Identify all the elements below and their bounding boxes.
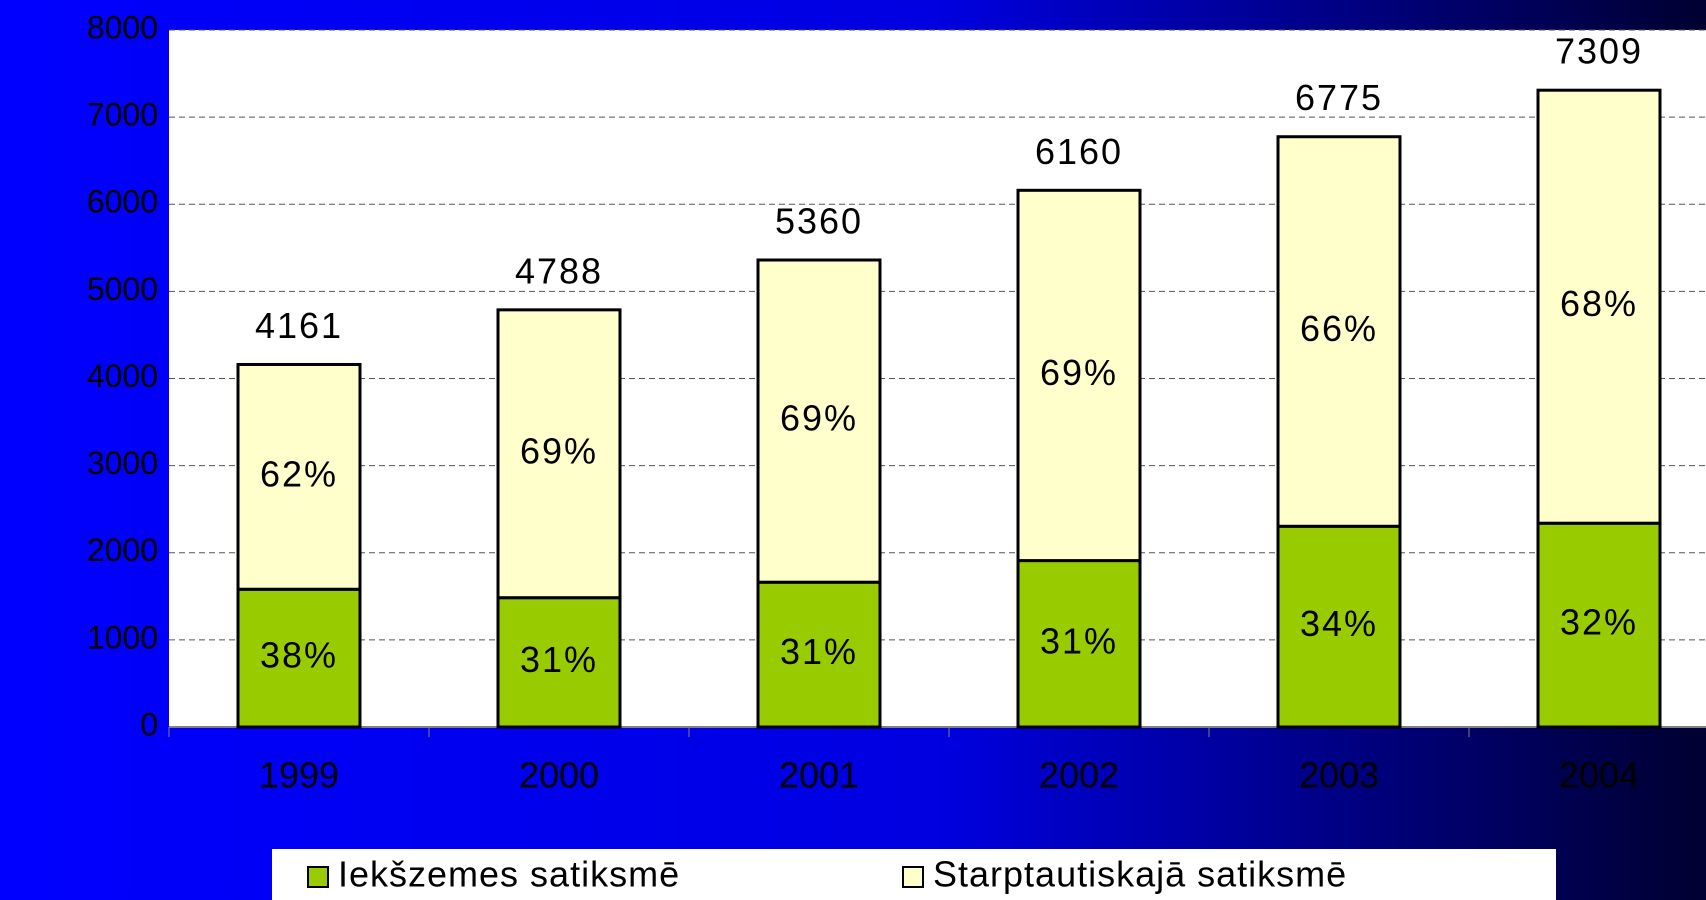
data-label: 69% bbox=[780, 398, 858, 439]
data-label: 66% bbox=[1300, 308, 1378, 349]
data-label: 31% bbox=[520, 639, 598, 680]
x-tick-label: 2000 bbox=[519, 755, 599, 796]
x-tick-label: 1999 bbox=[259, 755, 339, 796]
bar-segment bbox=[236, 362, 362, 591]
data-label: 32% bbox=[1560, 602, 1638, 643]
x-tick-label: 2001 bbox=[779, 755, 859, 796]
bar-segment bbox=[1276, 524, 1402, 729]
legend-label: Starptautiskajā satiksmē bbox=[933, 854, 1347, 895]
y-tick-label: 7000 bbox=[87, 97, 158, 133]
y-tick-label: 0 bbox=[140, 706, 158, 742]
bar-segment bbox=[496, 308, 622, 600]
bar-segment bbox=[756, 258, 882, 584]
total-label: 4161 bbox=[255, 305, 343, 346]
y-tick-label: 4000 bbox=[87, 358, 158, 394]
data-label: 31% bbox=[780, 631, 858, 672]
total-label: 4788 bbox=[515, 250, 603, 291]
x-tick-label: 2002 bbox=[1039, 755, 1119, 796]
total-label: 6160 bbox=[1035, 131, 1123, 172]
bar-segment bbox=[236, 587, 362, 729]
bar-segment bbox=[1536, 88, 1662, 525]
x-tick-label: 2003 bbox=[1299, 755, 1379, 796]
data-label: 62% bbox=[260, 453, 338, 494]
y-tick-label: 3000 bbox=[87, 445, 158, 481]
legend-swatch bbox=[902, 866, 924, 888]
total-label: 7309 bbox=[1555, 31, 1643, 72]
y-tick-label: 6000 bbox=[87, 184, 158, 220]
data-label: 34% bbox=[1300, 603, 1378, 644]
data-label: 69% bbox=[1040, 352, 1118, 393]
data-label: 69% bbox=[520, 430, 598, 471]
bar-segment bbox=[1016, 559, 1142, 729]
legend-label: Iekšzemes satiksmē bbox=[338, 854, 680, 895]
y-tick-label: 2000 bbox=[87, 532, 158, 568]
data-label: 38% bbox=[260, 635, 338, 676]
y-tick-label: 5000 bbox=[87, 271, 158, 307]
total-label: 5360 bbox=[775, 201, 863, 242]
data-label: 68% bbox=[1560, 283, 1638, 324]
y-tick-label: 8000 bbox=[87, 9, 158, 45]
x-tick-label: 2004 bbox=[1559, 755, 1639, 796]
bar-segment bbox=[1276, 135, 1402, 528]
total-label: 6775 bbox=[1295, 77, 1383, 118]
legend-swatch bbox=[307, 866, 329, 888]
bar-segment bbox=[1016, 188, 1142, 563]
data-label: 31% bbox=[1040, 620, 1118, 661]
y-tick-label: 1000 bbox=[87, 619, 158, 655]
